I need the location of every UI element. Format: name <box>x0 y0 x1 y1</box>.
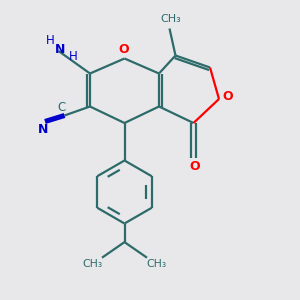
Text: C: C <box>57 101 66 114</box>
Text: H: H <box>68 50 77 64</box>
Text: O: O <box>118 43 129 56</box>
Text: N: N <box>55 43 65 56</box>
Text: CH₃: CH₃ <box>82 259 103 269</box>
Text: O: O <box>190 160 200 173</box>
Text: N: N <box>38 123 49 136</box>
Text: H: H <box>46 34 55 47</box>
Text: CH₃: CH₃ <box>146 259 167 269</box>
Text: O: O <box>223 89 233 103</box>
Text: CH₃: CH₃ <box>160 14 182 24</box>
